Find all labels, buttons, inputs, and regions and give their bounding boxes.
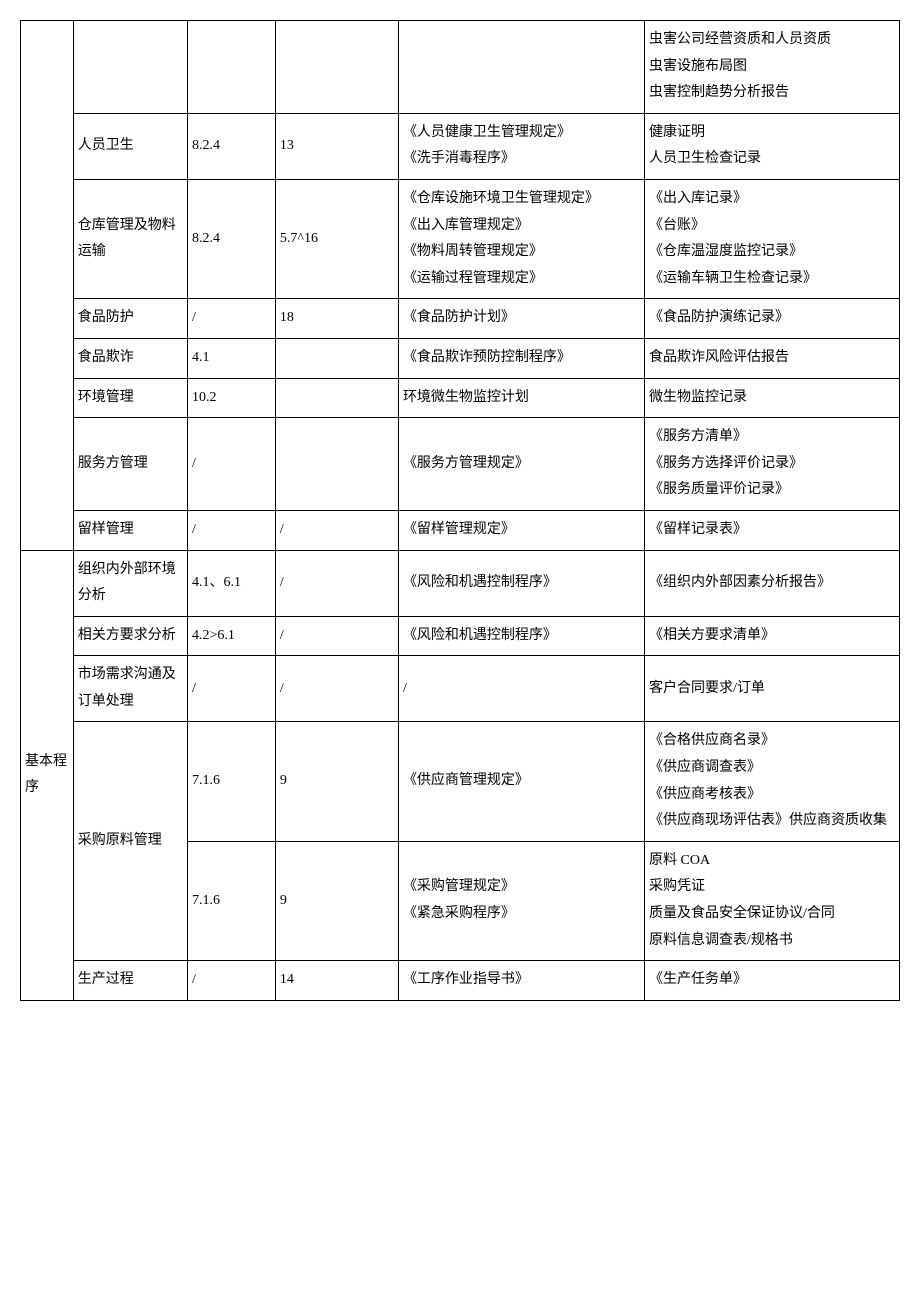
cell-clause: 8.2.4	[188, 179, 276, 298]
cell-procedure: 《仓库设施环境卫生管理规定》《出入库管理规定》《物料周转管理规定》《运输过程管理…	[398, 179, 644, 298]
cell-procedure: 《风险和机遇控制程序》	[398, 550, 644, 616]
cell-record: 客户合同要求/订单	[645, 656, 900, 722]
cell-item: 仓库管理及物料运输	[73, 179, 187, 298]
table-row: 人员卫生 8.2.4 13 《人员健康卫生管理规定》《洗手消毒程序》 健康证明人…	[21, 113, 900, 179]
cell-item: 食品欺诈	[73, 338, 187, 378]
cell-clause: 4.1	[188, 338, 276, 378]
cell-clause: /	[188, 418, 276, 511]
cell-clause: 7.1.6	[188, 722, 276, 841]
cell-ref: 9	[275, 722, 398, 841]
table-row: 采购原料管理 7.1.6 9 《供应商管理规定》 《合格供应商名录》《供应商调查…	[21, 722, 900, 841]
cell-record: 虫害公司经营资质和人员资质虫害设施布局图虫害控制趋势分析报告	[645, 21, 900, 114]
cell-clause: 7.1.6	[188, 841, 276, 960]
cell-item: 人员卫生	[73, 113, 187, 179]
table-row: 生产过程 / 14 《工序作业指导书》 《生产任务单》	[21, 961, 900, 1001]
cell-clause: 10.2	[188, 378, 276, 418]
cell-procedure: 《人员健康卫生管理规定》《洗手消毒程序》	[398, 113, 644, 179]
cell-record: 《食品防护演练记录》	[645, 299, 900, 339]
cell-procedure: 《食品防护计划》	[398, 299, 644, 339]
cell-record: 《服务方清单》《服务方选择评价记录》《服务质量评价记录》	[645, 418, 900, 511]
cell-record: 《相关方要求清单》	[645, 616, 900, 656]
cell-record: 微生物监控记录	[645, 378, 900, 418]
cell-clause: /	[188, 510, 276, 550]
cell-ref: /	[275, 510, 398, 550]
cell-record: 食品欺诈风险评估报告	[645, 338, 900, 378]
cell-item: 留样管理	[73, 510, 187, 550]
cell-record: 《出入库记录》《台账》《仓库温湿度监控记录》《运输车辆卫生检查记录》	[645, 179, 900, 298]
table-row: 食品防护 / 18 《食品防护计划》 《食品防护演练记录》	[21, 299, 900, 339]
cell-record: 《合格供应商名录》《供应商调查表》《供应商考核表》《供应商现场评估表》供应商资质…	[645, 722, 900, 841]
table-row: 虫害公司经营资质和人员资质虫害设施布局图虫害控制趋势分析报告	[21, 21, 900, 114]
cell-item: 相关方要求分析	[73, 616, 187, 656]
cell-ref	[275, 338, 398, 378]
cell-procedure: 环境微生物监控计划	[398, 378, 644, 418]
cell-procedure: 《食品欺诈预防控制程序》	[398, 338, 644, 378]
cell-record: 《生产任务单》	[645, 961, 900, 1001]
table-row: 服务方管理 / 《服务方管理规定》 《服务方清单》《服务方选择评价记录》《服务质…	[21, 418, 900, 511]
cell-clause: 4.1、6.1	[188, 550, 276, 616]
cell-item: 环境管理	[73, 378, 187, 418]
cell-category	[21, 21, 74, 551]
cell-procedure: /	[398, 656, 644, 722]
table-row: 市场需求沟通及订单处理 / / / 客户合同要求/订单	[21, 656, 900, 722]
cell-record: 《组织内外部因素分析报告》	[645, 550, 900, 616]
cell-ref	[275, 418, 398, 511]
cell-clause	[188, 21, 276, 114]
cell-record: 健康证明人员卫生检查记录	[645, 113, 900, 179]
table-row: 食品欺诈 4.1 《食品欺诈预防控制程序》 食品欺诈风险评估报告	[21, 338, 900, 378]
cell-clause: 4.2>6.1	[188, 616, 276, 656]
cell-item: 采购原料管理	[73, 722, 187, 961]
table-row: 相关方要求分析 4.2>6.1 / 《风险和机遇控制程序》 《相关方要求清单》	[21, 616, 900, 656]
cell-clause: /	[188, 961, 276, 1001]
cell-ref	[275, 21, 398, 114]
cell-procedure	[398, 21, 644, 114]
main-table: 虫害公司经营资质和人员资质虫害设施布局图虫害控制趋势分析报告 人员卫生 8.2.…	[20, 20, 900, 1001]
cell-ref: /	[275, 616, 398, 656]
cell-item: 食品防护	[73, 299, 187, 339]
cell-procedure: 《留样管理规定》	[398, 510, 644, 550]
cell-ref: /	[275, 550, 398, 616]
cell-procedure: 《采购管理规定》《紧急采购程序》	[398, 841, 644, 960]
table-row: 仓库管理及物料运输 8.2.4 5.7^16 《仓库设施环境卫生管理规定》《出入…	[21, 179, 900, 298]
cell-ref: /	[275, 656, 398, 722]
cell-ref: 14	[275, 961, 398, 1001]
cell-item: 生产过程	[73, 961, 187, 1001]
cell-procedure: 《工序作业指导书》	[398, 961, 644, 1001]
cell-procedure: 《风险和机遇控制程序》	[398, 616, 644, 656]
cell-item: 组织内外部环境分析	[73, 550, 187, 616]
cell-item: 服务方管理	[73, 418, 187, 511]
cell-item: 市场需求沟通及订单处理	[73, 656, 187, 722]
cell-clause: /	[188, 656, 276, 722]
cell-clause: 8.2.4	[188, 113, 276, 179]
cell-procedure: 《供应商管理规定》	[398, 722, 644, 841]
cell-procedure: 《服务方管理规定》	[398, 418, 644, 511]
cell-record: 《留样记录表》	[645, 510, 900, 550]
cell-ref: 9	[275, 841, 398, 960]
cell-item	[73, 21, 187, 114]
cell-ref	[275, 378, 398, 418]
table-row: 留样管理 / / 《留样管理规定》 《留样记录表》	[21, 510, 900, 550]
table-row: 基本程序 组织内外部环境分析 4.1、6.1 / 《风险和机遇控制程序》 《组织…	[21, 550, 900, 616]
cell-category: 基本程序	[21, 550, 74, 1000]
cell-clause: /	[188, 299, 276, 339]
cell-ref: 5.7^16	[275, 179, 398, 298]
cell-ref: 13	[275, 113, 398, 179]
cell-record: 原料 COA采购凭证质量及食品安全保证协议/合同原料信息调查表/规格书	[645, 841, 900, 960]
cell-ref: 18	[275, 299, 398, 339]
table-row: 环境管理 10.2 环境微生物监控计划 微生物监控记录	[21, 378, 900, 418]
